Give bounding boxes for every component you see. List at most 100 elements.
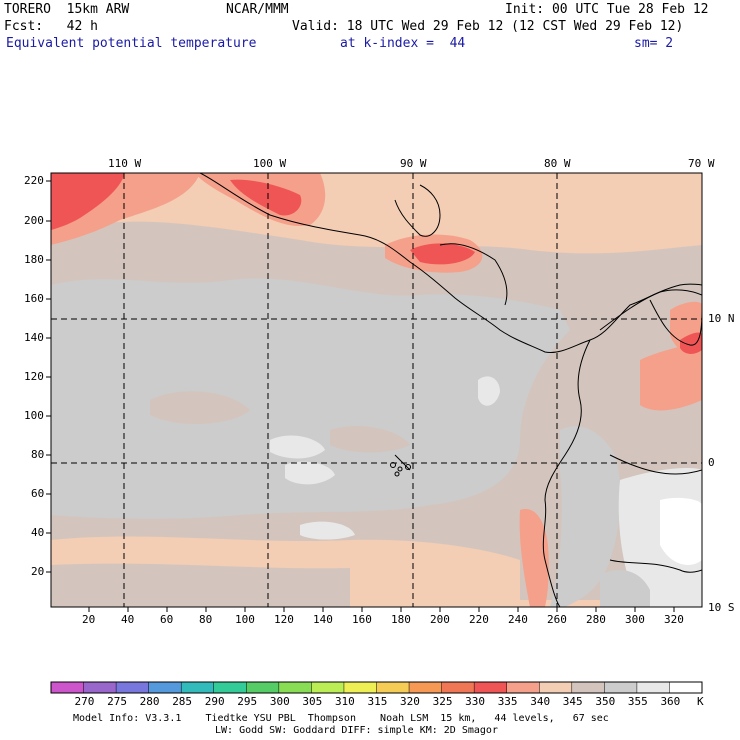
colorbar-swatch [539,682,573,693]
y-tick-label: 100 [24,409,44,422]
lat-label-10s: 10 S [708,601,735,614]
x-tick-label: 120 [274,613,294,626]
coast-maracaibo [649,299,702,346]
y-tick-label: 120 [24,370,44,383]
x-tick-label: 220 [469,613,489,626]
border-peru-brazil [609,454,702,475]
y-tick-label: 80 [31,448,45,461]
colorbar-swatch [181,682,215,693]
theta-e-field [51,173,702,607]
colorbar-label: 315 [367,695,388,708]
colorbar-label: 340 [530,695,551,708]
colorbar-unit: K [697,695,704,708]
field-light-patch [478,376,500,406]
colorbar-label: 290 [204,695,225,708]
x-tick-label: 280 [586,613,606,626]
lon-label-70w: 70 W [688,157,715,170]
x-tick-label: 260 [547,613,567,626]
colorbar-swatch [278,682,312,693]
y-tick-label: 60 [31,487,45,500]
colorbar-label: 350 [595,695,616,708]
colorbar-swatch [571,682,605,693]
colorbar-label: 335 [497,695,518,708]
x-tick-label: 180 [391,613,411,626]
colorbar-label: 280 [139,695,160,708]
field-light-patch [300,521,355,540]
x-tick-label: 300 [625,613,645,626]
y-tick-label: 20 [31,565,45,578]
valid-time: Valid: 18 UTC Wed 29 Feb 12 (12 CST Wed … [292,19,684,34]
colorbar-swatch [116,682,150,693]
coastlines [199,173,702,607]
colorbar-swatch [636,682,670,693]
colorbar-swatch [474,682,508,693]
colorbar-label: 300 [269,695,290,708]
colorbar-label: 355 [627,695,648,708]
plot-frame [50,172,703,608]
field-gray-andes [550,426,621,607]
colorbar-label: 330 [465,695,486,708]
x-tick-label: 200 [430,613,450,626]
colorbar-label: 285 [172,695,193,708]
coast-colombia-north [599,289,702,331]
field-gray-region [51,278,570,519]
x-tick-label: 80 [199,613,213,626]
colorbar-swatch [51,682,85,693]
field-red-nw [51,173,125,230]
y-tick-label: 160 [24,292,44,305]
level-label: at k-index = 44 [340,36,466,51]
lon-label-110w: 110 W [108,157,142,170]
colorbar-label: 360 [660,695,681,708]
colorbar-swatch [669,682,703,693]
forecast-hour: Fcst: 42 h [4,19,98,34]
colorbar-swatch [83,682,117,693]
field-tan-band [51,563,350,607]
colorbar-swatch [604,682,638,693]
field-tan-patch [330,425,410,453]
colorbar-swatch [376,682,410,693]
colorbar [50,681,703,694]
field-light-patch [270,435,325,459]
y-tick-label: 180 [24,253,44,266]
coast-yucatan [394,184,441,237]
y-tick-label: 200 [24,214,44,227]
colorbar-swatch [409,682,443,693]
field-white-amazon [660,497,702,565]
colorbar-swatch [311,682,345,693]
lon-label-100w: 100 W [253,157,287,170]
field-name: Equivalent potential temperature [6,36,257,51]
field-red-venezuela [680,332,702,354]
organization-label: NCAR/MMM [226,2,289,17]
model-info-line1: Model Info: V3.3.1 Tiedtke YSU PBL Thomp… [73,713,609,724]
colorbar-label: 320 [400,695,420,708]
lon-label-90w: 90 W [400,157,427,170]
colorbar-label: 295 [237,695,258,708]
field-tan-patch [150,391,250,425]
colorbar-swatch [148,682,182,693]
x-tick-label: 40 [121,613,135,626]
init-time: Init: 00 UTC Tue 28 Feb 12 [505,2,709,17]
colorbar-label: 275 [107,695,127,708]
coast-south-america-west [542,339,591,607]
x-tick-label: 320 [664,613,684,626]
y-tick-label: 40 [31,526,45,539]
y-tick-label: 140 [24,331,44,344]
coast-pacific-north [199,173,702,354]
colorbar-label: 325 [432,695,453,708]
smoothing-label: sm= 2 [634,36,674,51]
y-tick-label: 220 [24,174,44,187]
x-tick-label: 240 [508,613,528,626]
lat-label-10n: 10 N [708,312,735,325]
colorbar-swatch [213,682,247,693]
lat-lon-grid [51,173,702,607]
axis-ticks [46,180,675,612]
lon-label-80w: 80 W [544,157,571,170]
field-red-mexico [230,179,302,216]
colorbar-swatch [246,682,280,693]
field-red-central-america [410,243,475,265]
coast-caribbean-central [439,243,508,306]
x-tick-label: 140 [313,613,333,626]
colorbar-label: 345 [562,695,583,708]
